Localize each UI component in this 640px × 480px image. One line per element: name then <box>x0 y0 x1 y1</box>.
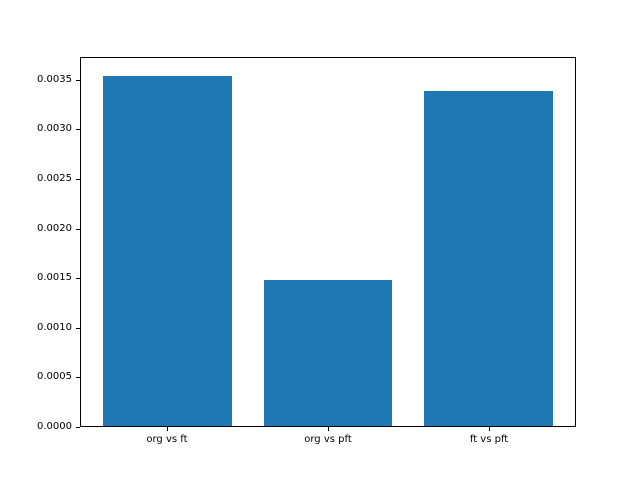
x-tick-label: ft vs pft <box>469 434 509 445</box>
y-tick-label: 0.0025 <box>37 173 72 184</box>
y-tick-label: 0.0005 <box>37 371 72 382</box>
y-tick-mark <box>76 377 80 378</box>
x-tick-mark <box>328 427 329 431</box>
bar-org-vs-pft <box>263 279 393 426</box>
y-tick-mark <box>76 427 80 428</box>
y-tick-mark <box>76 179 80 180</box>
x-tick-mark <box>167 427 168 431</box>
y-tick-mark <box>76 129 80 130</box>
y-tick-label: 0.0015 <box>37 272 72 283</box>
x-tick-label: org vs pft <box>304 434 352 445</box>
bar-org-vs-ft <box>103 75 232 426</box>
bar-ft-vs-pft <box>424 90 553 426</box>
plot-area <box>80 57 576 427</box>
y-tick-mark <box>76 278 80 279</box>
y-tick-label: 0.0000 <box>37 421 72 432</box>
x-tick-mark <box>489 427 490 431</box>
y-tick-label: 0.0020 <box>37 223 72 234</box>
y-tick-label: 0.0030 <box>37 123 72 134</box>
y-tick-mark <box>76 229 80 230</box>
y-tick-mark <box>76 80 80 81</box>
y-tick-mark <box>76 328 80 329</box>
y-tick-label: 0.0035 <box>37 74 72 85</box>
y-tick-label: 0.0010 <box>37 322 72 333</box>
x-tick-label: org vs ft <box>146 434 188 445</box>
